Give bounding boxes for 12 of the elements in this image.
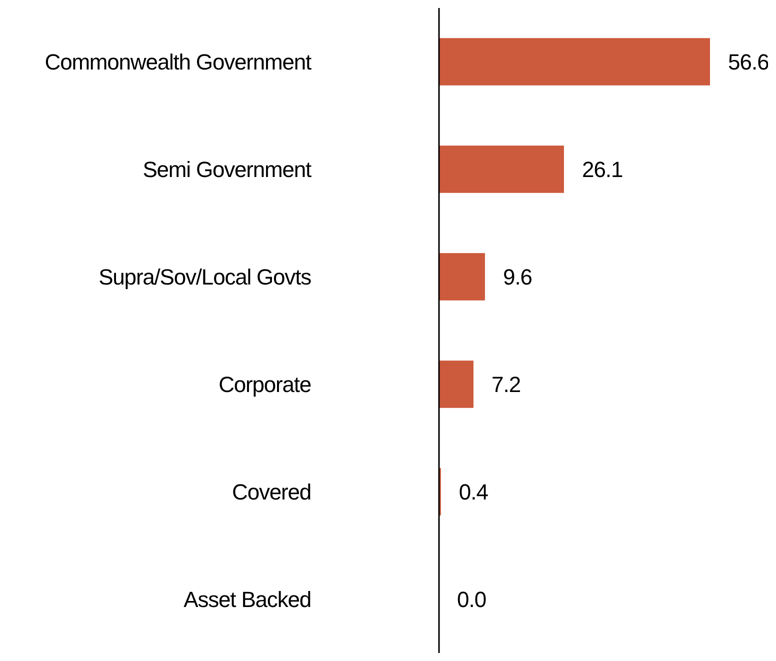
data-label: 7.2: [491, 372, 521, 397]
y-tick-label: Commonwealth Government: [44, 49, 312, 74]
data-label: 0.4: [458, 479, 488, 504]
data-label: 0.0: [457, 586, 486, 612]
y-tick-label: Semi Government: [142, 156, 312, 182]
data-label: 26.1: [582, 156, 624, 182]
y-tick-label: Supra/Sov/Local Govts: [98, 264, 312, 290]
data-label: 56.6: [728, 49, 770, 74]
y-tick-label: Asset Backed: [184, 586, 311, 612]
data-label: 9.6: [502, 264, 532, 290]
y-tick-label: Corporate: [218, 372, 312, 397]
y-tick-label: Covered: [232, 479, 311, 504]
